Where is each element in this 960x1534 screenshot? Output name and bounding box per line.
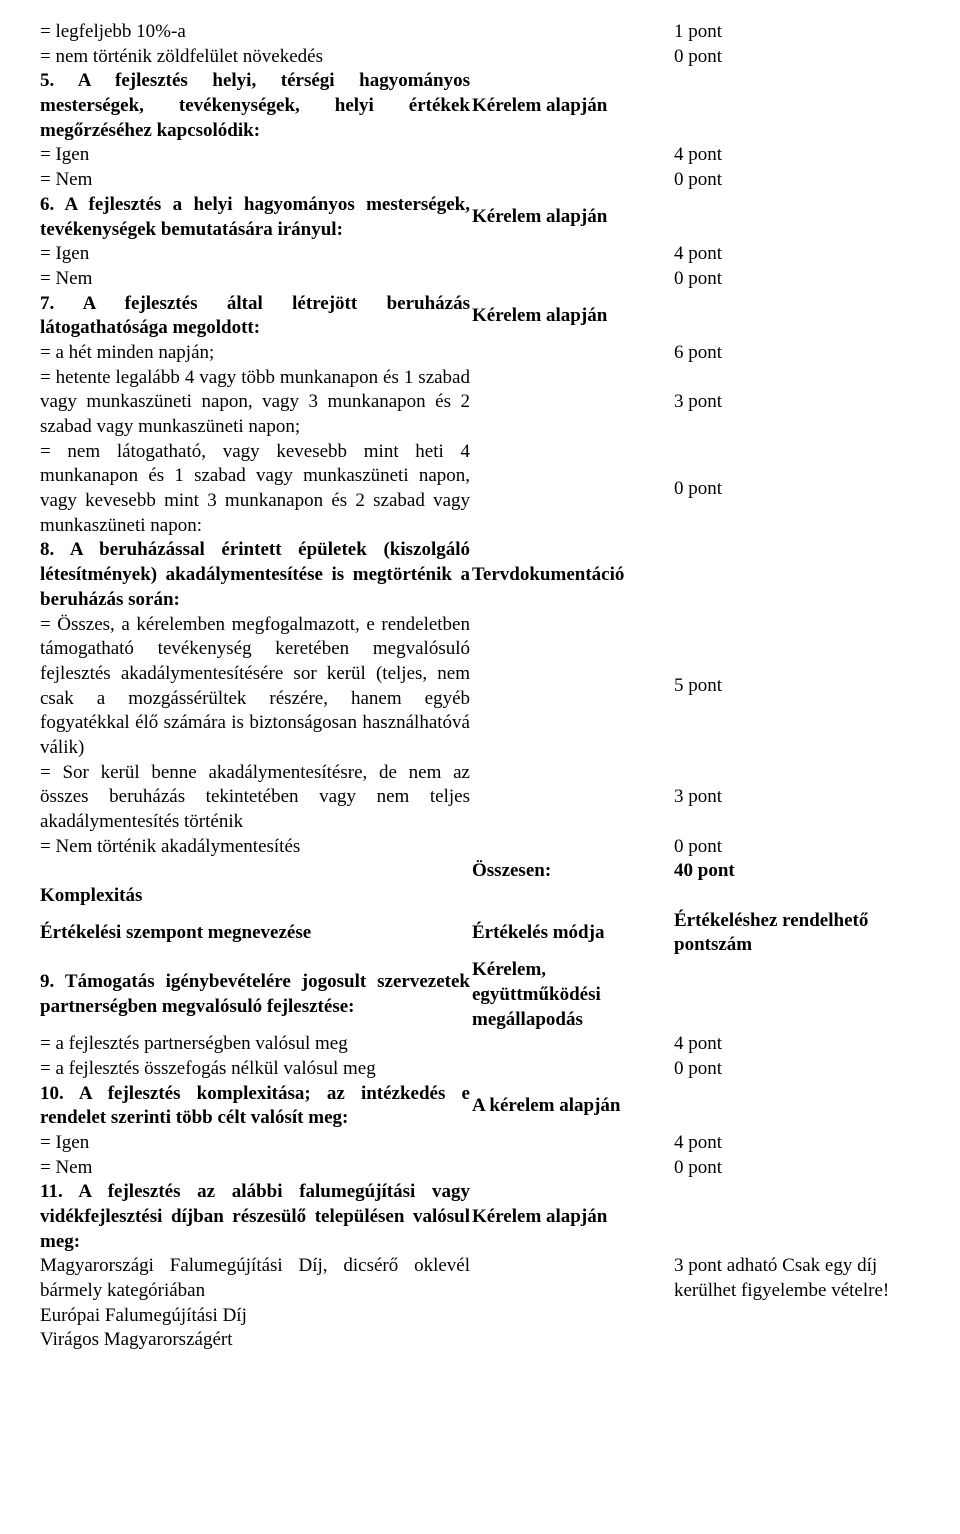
evaluation-method: Kérelem alapján [470,205,670,230]
doc-row: 6. A fejlesztés a helyi hagyományos mest… [40,193,920,242]
doc-row: = Igen 4 pont [40,1131,920,1156]
criterion-text: 5. A fejlesztés helyi, térségi hagyomány… [40,69,470,143]
points-value: 4 pont [670,143,920,168]
evaluation-method: Tervdokumentáció [470,563,670,588]
doc-row: Magyarországi Falumegújítási Díj, dicsér… [40,1254,920,1303]
doc-row: = Igen 4 pont [40,242,920,267]
doc-row: Komplexitás [40,884,920,909]
evaluation-method: Értékelés módja [470,921,670,946]
points-value: 0 pont [670,267,920,292]
doc-row: = hetente legalább 4 vagy több munkanapo… [40,366,920,440]
criterion-text: 7. A fejlesztés által létrejött beruházá… [40,292,470,341]
criterion-text: Virágos Magyarországért [40,1328,470,1353]
points-value: 3 pont [670,390,920,415]
doc-row: = legfeljebb 10%-a 1 pont [40,20,920,45]
points-value: 4 pont [670,242,920,267]
evaluation-method: Kérelem alapján [470,1205,670,1230]
criterion-text: = Nem történik akadálymentesítés [40,835,470,860]
points-value: 0 pont [670,168,920,193]
points-value: 0 pont [670,835,920,860]
criterion-text: = legfeljebb 10%-a [40,20,470,45]
doc-row: = Nem 0 pont [40,267,920,292]
criterion-text: = Nem [40,1156,470,1181]
doc-row: = nem látogatható, vagy kevesebb mint he… [40,440,920,539]
doc-row: = a fejlesztés partnerségben valósul meg… [40,1032,920,1057]
criterion-text: Magyarországi Falumegújítási Díj, dicsér… [40,1254,470,1303]
criterion-text: 11. A fejlesztés az alábbi falumegújítás… [40,1180,470,1254]
doc-row: = nem történik zöldfelület növekedés 0 po… [40,45,920,70]
points-value: 5 pont [670,674,920,699]
doc-row: = Igen 4 pont [40,143,920,168]
points-value: 0 pont [670,477,920,502]
criterion-text: = Sor kerül benne akadálymentesítésre, d… [40,761,470,835]
doc-row: = a fejlesztés összefogás nélkül valósul… [40,1057,920,1082]
criterion-text: = Nem [40,267,470,292]
doc-row: 5. A fejlesztés helyi, térségi hagyomány… [40,69,920,143]
criterion-text: = nem történik zöldfelület növekedés [40,45,470,70]
points-value: 0 pont [670,1156,920,1181]
criterion-text: = Igen [40,242,470,267]
points-value: 3 pont [670,785,920,810]
evaluation-method: Összesen: [470,859,670,884]
doc-row: Európai Falumegújítási Díj [40,1304,920,1329]
doc-row: 10. A fejlesztés komplexitása; az intézk… [40,1082,920,1131]
criterion-text: Európai Falumegújítási Díj [40,1304,470,1329]
evaluation-method: Kérelem, együttműködési megállapodás [470,958,670,1032]
doc-row: Összesen:40 pont [40,859,920,884]
points-value: 4 pont [670,1032,920,1057]
doc-row: = a hét minden napján; 6 pont [40,341,920,366]
criterion-text: 10. A fejlesztés komplexitása; az intézk… [40,1082,470,1131]
criterion-text: Értékelési szempont megnevezése [40,921,470,946]
points-value: Értékeléshez rendelhető pontszám [670,909,920,958]
points-value: 1 pont [670,20,920,45]
doc-row: = Sor kerül benne akadálymentesítésre, d… [40,761,920,835]
doc-row: Értékelési szempont megnevezéseÉrtékelés… [40,909,920,958]
points-value: 0 pont [670,45,920,70]
criterion-text: = a fejlesztés partnerségben valósul meg [40,1032,470,1057]
doc-row: 11. A fejlesztés az alábbi falumegújítás… [40,1180,920,1254]
criterion-text: Komplexitás [40,884,470,909]
points-value: 6 pont [670,341,920,366]
points-value: 40 pont [670,859,920,884]
doc-row: = Nem 0 pont [40,1156,920,1181]
evaluation-method: A kérelem alapján [470,1094,670,1119]
doc-row: 7. A fejlesztés által létrejött beruházá… [40,292,920,341]
criterion-text: = Összes, a kérelemben megfogalmazott, e… [40,613,470,761]
doc-row: = Összes, a kérelemben megfogalmazott, e… [40,613,920,761]
criterion-text: = Igen [40,1131,470,1156]
points-value: 4 pont [670,1131,920,1156]
criterion-text: 8. A beruházással érintett épületek (kis… [40,538,470,612]
points-value: 3 pont adható Csak egy díj kerülhet figy… [670,1254,920,1303]
points-value: 0 pont [670,1057,920,1082]
criterion-text: = a hét minden napján; [40,341,470,366]
doc-row: 8. A beruházással érintett épületek (kis… [40,538,920,612]
criterion-text: = a fejlesztés összefogás nélkül valósul… [40,1057,470,1082]
doc-row: = Nem 0 pont [40,168,920,193]
doc-row: = Nem történik akadálymentesítés 0 pont [40,835,920,860]
criterion-text: = nem látogatható, vagy kevesebb mint he… [40,440,470,539]
criterion-text: = Igen [40,143,470,168]
evaluation-method: Kérelem alapján [470,94,670,119]
document-body: = legfeljebb 10%-a1 pont= nem történik z… [40,20,920,1353]
criterion-text: = hetente legalább 4 vagy több munkanapo… [40,366,470,440]
criterion-text: 6. A fejlesztés a helyi hagyományos mest… [40,193,470,242]
doc-row: 9. Támogatás igénybevételére jogosult sz… [40,958,920,1032]
doc-row: Virágos Magyarországért [40,1328,920,1353]
criterion-text: = Nem [40,168,470,193]
evaluation-method: Kérelem alapján [470,304,670,329]
criterion-text: 9. Támogatás igénybevételére jogosult sz… [40,970,470,1019]
